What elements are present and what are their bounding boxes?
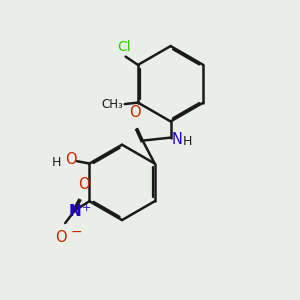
Text: −: −	[70, 225, 82, 239]
Text: CH₃: CH₃	[101, 98, 123, 111]
Text: O: O	[65, 152, 76, 167]
Text: H: H	[183, 135, 192, 148]
Text: +: +	[82, 203, 92, 213]
Text: N: N	[68, 204, 81, 219]
Text: O: O	[129, 105, 140, 120]
Text: H: H	[52, 156, 61, 169]
Text: O: O	[78, 177, 89, 192]
Text: N: N	[172, 132, 183, 147]
Text: O: O	[55, 230, 67, 244]
Text: Cl: Cl	[117, 40, 131, 54]
